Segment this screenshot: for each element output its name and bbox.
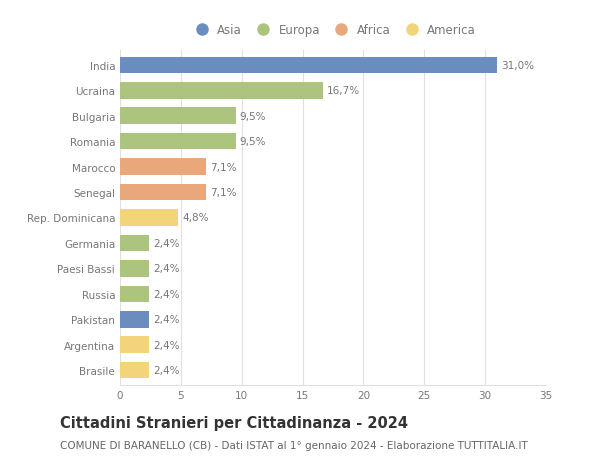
Text: 7,1%: 7,1%	[210, 188, 236, 198]
Text: 2,4%: 2,4%	[153, 340, 179, 350]
Text: 7,1%: 7,1%	[210, 162, 236, 172]
Bar	[120, 210, 178, 226]
Text: 4,8%: 4,8%	[182, 213, 209, 223]
Text: COMUNE DI BARANELLO (CB) - Dati ISTAT al 1° gennaio 2024 - Elaborazione TUTTITAL: COMUNE DI BARANELLO (CB) - Dati ISTAT al…	[60, 440, 528, 450]
Bar	[120, 185, 206, 201]
Text: 9,5%: 9,5%	[239, 112, 266, 122]
Bar	[120, 261, 149, 277]
Bar	[120, 286, 149, 302]
Text: 9,5%: 9,5%	[239, 137, 266, 147]
Text: 2,4%: 2,4%	[153, 238, 179, 248]
Text: 16,7%: 16,7%	[327, 86, 360, 96]
Bar	[120, 235, 149, 252]
Text: 31,0%: 31,0%	[501, 61, 534, 71]
Text: 2,4%: 2,4%	[153, 264, 179, 274]
Bar	[120, 83, 323, 99]
Bar	[120, 311, 149, 328]
Legend: Asia, Europa, Africa, America: Asia, Europa, Africa, America	[185, 20, 481, 42]
Bar	[120, 134, 236, 150]
Bar	[120, 337, 149, 353]
Bar	[120, 159, 206, 175]
Text: 2,4%: 2,4%	[153, 289, 179, 299]
Text: 2,4%: 2,4%	[153, 314, 179, 325]
Text: Cittadini Stranieri per Cittadinanza - 2024: Cittadini Stranieri per Cittadinanza - 2…	[60, 415, 408, 431]
Text: 2,4%: 2,4%	[153, 365, 179, 375]
Bar	[120, 108, 236, 125]
Bar	[120, 57, 497, 74]
Bar	[120, 362, 149, 379]
